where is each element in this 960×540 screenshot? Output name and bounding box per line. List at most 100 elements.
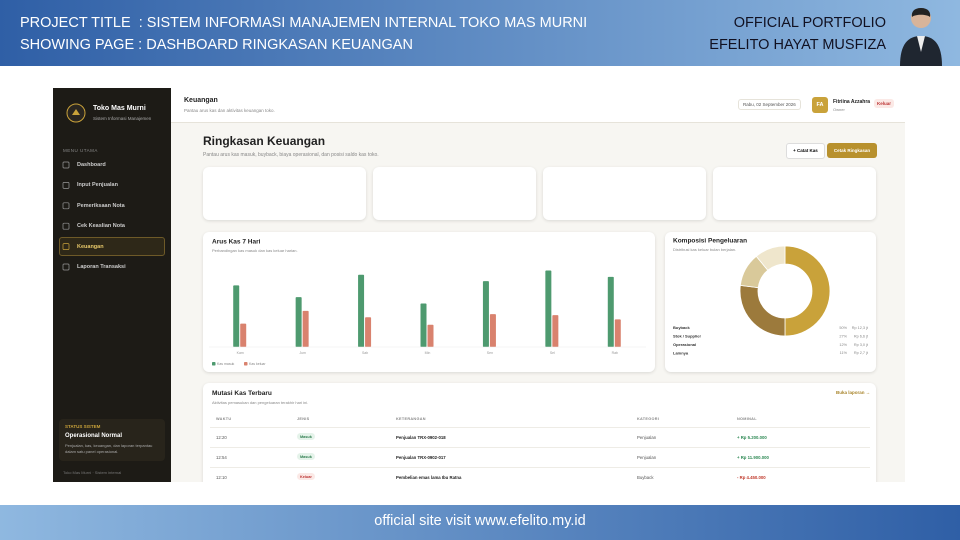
- banner: [0, 0, 960, 66]
- x-tick-label: Sel: [550, 351, 555, 355]
- bar: [482, 281, 489, 347]
- chart-subtitle: Distribusi kas keluar bulan berjalan.: [673, 247, 736, 252]
- charts: Arus Kas 7 Hari Perbandingan kas masuk da…: [62, 161, 869, 366]
- header-subtitle: Pantau arus kas dan aktivitas keuangan t…: [184, 108, 275, 113]
- legend-amount: Rp 12,3 jt: [852, 326, 869, 330]
- x-tick-label: Jum: [299, 351, 306, 355]
- legend-amount: Rp 2,7 jt: [854, 351, 869, 355]
- page-title: Ringkasan Keuangan: [203, 134, 326, 148]
- menu-item[interactable]: Pemeriksaan Nota: [77, 202, 125, 209]
- table-title: Mutasi Kas Terbaru: [212, 390, 272, 397]
- table-header: NOMINAL: [737, 417, 757, 421]
- menu-icon: [62, 202, 70, 210]
- legend-label: Stok / Supplier: [673, 333, 701, 338]
- row-divider: [210, 447, 870, 448]
- x-tick-label: Sab: [362, 351, 368, 355]
- legend-value: 50%: [839, 326, 847, 330]
- x-tick-label: Rab: [612, 351, 618, 355]
- legend-label: Operasional: [673, 342, 696, 347]
- bar: [420, 303, 427, 347]
- footer-text: official site visit www.efelito.my.id: [374, 513, 586, 529]
- donut-slice: [739, 284, 786, 337]
- project-title: PROJECT TITLE : SISTEM INFORMASI MANAJEM…: [20, 15, 588, 31]
- table-header: JENIS: [297, 417, 310, 421]
- bar: [607, 276, 614, 347]
- donut-slice: [755, 245, 786, 271]
- menu-icon: [62, 222, 70, 230]
- table-cell: 12:10: [216, 475, 227, 480]
- bar: [489, 314, 496, 347]
- table-header: KATEGORI: [637, 417, 660, 421]
- sidebar-footer: Toko Mas Murni · Sistem internal: [63, 470, 122, 475]
- legend-swatch: [244, 362, 248, 366]
- table-cell: + Rp 11.900.000: [737, 455, 769, 460]
- open-report[interactable]: Buka laporan →: [836, 390, 871, 395]
- header-title: Keuangan: [184, 97, 218, 104]
- menu-icon: [62, 263, 70, 271]
- bar: [240, 323, 247, 347]
- legend-value: 27%: [839, 334, 847, 338]
- menu-icon: [62, 161, 70, 169]
- footer-bar: [0, 505, 960, 540]
- legend-swatch: [212, 362, 216, 366]
- user-role: Owner: [833, 107, 845, 112]
- date: Rabu, 02 September 2026: [738, 99, 801, 110]
- table-cell: Penjualan TRX-0902-017: [396, 455, 446, 460]
- legend-value: 12%: [839, 343, 847, 347]
- menu-icon: [62, 243, 70, 250]
- bar: [545, 270, 552, 347]
- menu-item[interactable]: Dashboard: [77, 162, 106, 168]
- chart-title: Komposisi Pengeluaran: [673, 238, 747, 245]
- portfolio: OFFICIAL PORTFOLIO: [733, 15, 886, 31]
- x-tick-label: Sen: [487, 351, 493, 355]
- logo: [66, 103, 86, 123]
- menu-item[interactable]: Cek Keaslian Nota: [77, 223, 125, 230]
- print-button[interactable]: Cetak Ringkasan: [827, 143, 877, 158]
- menu-title: MENU UTAMA: [63, 148, 98, 153]
- row-divider: [210, 427, 870, 428]
- table-cell: - Rp 4.450.000: [737, 475, 766, 480]
- legend-amount: Rp 6,6 jt: [854, 334, 869, 338]
- stat-card: [203, 167, 366, 220]
- topbar: [171, 88, 905, 123]
- bar: [552, 315, 559, 347]
- type-badge: Masuk: [297, 433, 315, 440]
- add-button[interactable]: + Catat Kas: [786, 143, 825, 159]
- logout-button[interactable]: Keluar: [874, 99, 895, 108]
- user-name: Fitriina Azzahra: [833, 99, 871, 105]
- page-subtitle: Pantau arus kas masuk, buyback, biaya op…: [203, 152, 379, 158]
- brand: Toko Mas Murni: [93, 105, 146, 112]
- table-header: KETERANGAN: [396, 417, 426, 421]
- stat-card: [713, 167, 876, 220]
- bar: [358, 274, 365, 347]
- table-header: WAKTU: [216, 417, 232, 421]
- cashflow-card: [203, 232, 655, 372]
- table-cell: Pembelian emas lama Ibu Ratna: [396, 475, 462, 480]
- table-cell: Buyback: [637, 475, 654, 480]
- bar: [233, 285, 240, 347]
- legend-label: Lainnya: [673, 350, 689, 355]
- bar: [302, 310, 309, 347]
- bar: [427, 324, 434, 347]
- status-text: Penjualan, kas, keuangan, dan laporan te…: [65, 443, 153, 454]
- showing-page: SHOWING PAGE : DASHBOARD RINGKASAN KEUAN…: [20, 37, 413, 53]
- table-cell: + Rp 5.200.000: [737, 435, 767, 440]
- status-title: STATUS SISTEM: [65, 424, 101, 429]
- row-divider: [210, 467, 870, 468]
- table-cell: 12:20: [216, 435, 227, 440]
- bar: [365, 317, 372, 347]
- table-subtitle: Aktivitas pemasukan dan pengeluaran tera…: [212, 400, 309, 405]
- stat-card: [543, 167, 706, 220]
- menu-item[interactable]: Input Penjualan: [77, 182, 118, 189]
- stat-card: [373, 167, 536, 220]
- table-cell: Penjualan TRX-0902-018: [396, 435, 446, 440]
- menu-item[interactable]: Laporan Transaksi: [77, 264, 126, 270]
- menu-item[interactable]: Keuangan: [77, 243, 104, 250]
- legend-amount: Rp 3,0 jt: [854, 343, 869, 347]
- avatar: FA: [812, 97, 828, 113]
- author: EFELITO HAYAT MUSFIZA: [709, 37, 886, 53]
- active-menu: [59, 237, 165, 256]
- chart-title: Arus Kas 7 Hari: [212, 239, 261, 246]
- x-tick-label: Kam: [237, 351, 244, 355]
